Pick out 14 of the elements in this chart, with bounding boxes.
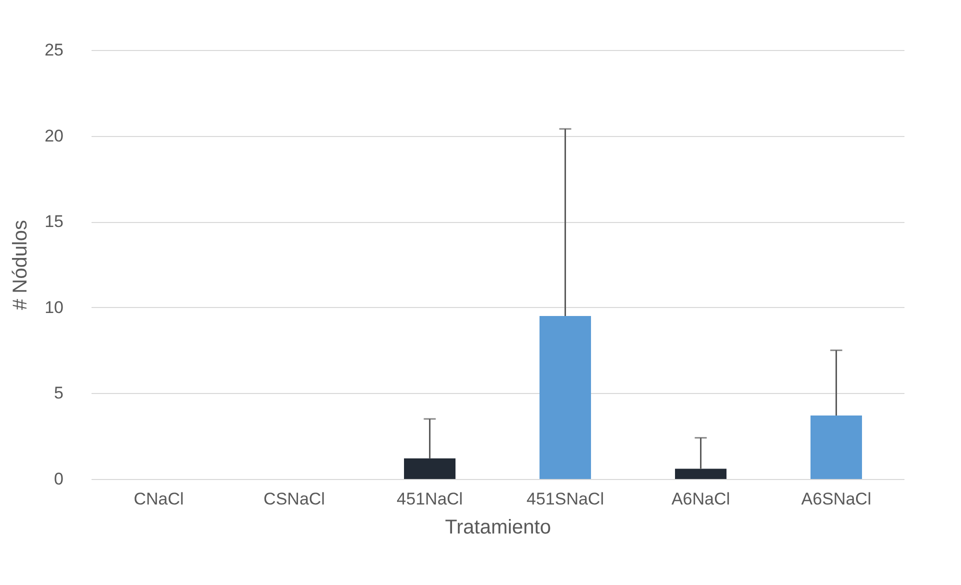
x-tick-label: A6NaCl: [671, 490, 730, 508]
x-tick-label: A6SNaCl: [801, 490, 872, 508]
x-tick-label: 451NaCl: [396, 490, 463, 508]
y-axis-title: # Nódulos: [10, 220, 32, 310]
y-tick-label: 10: [44, 298, 64, 317]
y-tick-label: 0: [54, 470, 64, 488]
y-tick-label: 25: [44, 40, 64, 60]
y-tick-label: 15: [44, 212, 64, 232]
x-tick-label: CNaCl: [134, 490, 184, 508]
x-tick-label: 451SNaCl: [526, 490, 604, 508]
x-axis-title: Tratamiento: [445, 516, 551, 538]
y-tick-label: 20: [44, 126, 64, 146]
y-tick-label: 5: [54, 384, 64, 403]
x-tick-label: CSNaCl: [264, 490, 325, 508]
